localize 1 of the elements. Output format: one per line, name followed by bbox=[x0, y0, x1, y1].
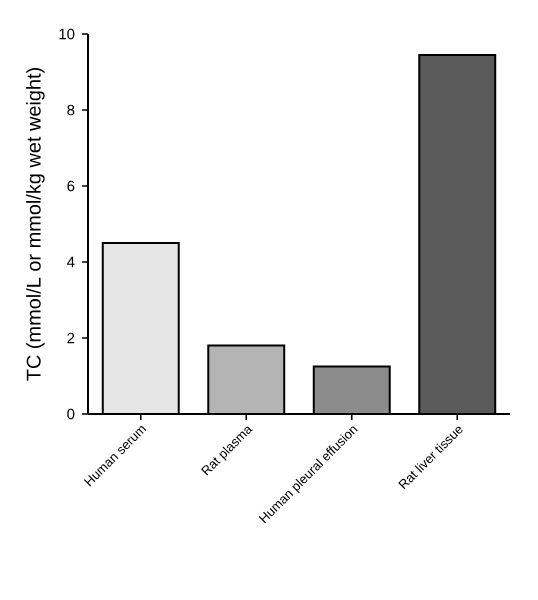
y-axis-title: TC (mmol/L or mmol/kg wet weight) bbox=[26, 68, 45, 381]
